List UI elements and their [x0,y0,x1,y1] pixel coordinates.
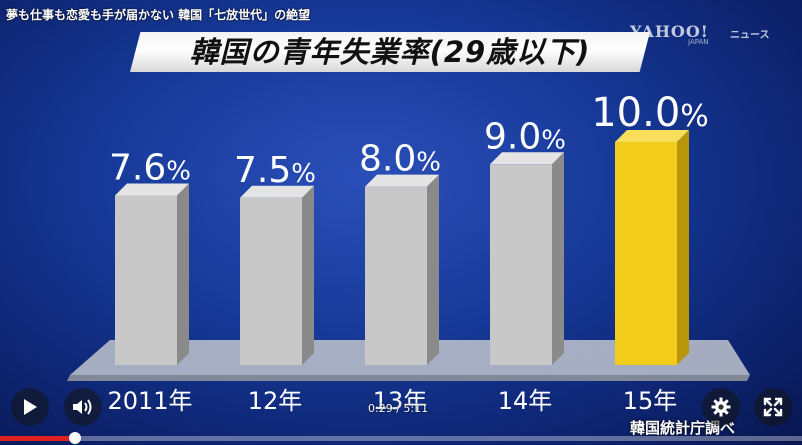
bar-side [552,152,564,365]
volume-icon [73,399,92,415]
bar-top [615,130,689,142]
chart-floor-edge [67,375,750,381]
chart-title: 韓国の青年失業率(29歳以下) [189,35,591,69]
chart-source: 韓国統計庁調べ [630,419,736,437]
category-label: 15年 [623,387,678,415]
bar-top [490,152,564,165]
bar-side [677,130,689,365]
bar-13年 [365,186,427,365]
brand-news: ニュース [730,30,770,41]
bar-top [240,185,314,198]
brand-sub: JAPAN [688,38,709,46]
value-label: 8.0% [359,139,441,180]
play-icon [24,399,37,415]
gear-icon [711,397,731,417]
value-label: 7.6% [109,148,191,189]
bar-14年 [490,164,552,365]
bar-side [302,185,314,365]
time-separator: / [396,402,400,415]
bars-group: 7.6% 2011年 7.5% 12年 8.0% 13年 9.0% 14年 10.0% 15年 [107,90,708,415]
category-label: 12年 [248,387,303,415]
bar-top [365,174,439,187]
category-label: 14年 [498,387,553,415]
bar-15年 [615,142,677,365]
progress-fill [0,436,75,441]
bar-side [177,183,189,365]
category-label: 13年 [373,387,428,415]
value-label: 7.5% [234,150,316,191]
category-label: 2011年 [107,387,192,415]
settings-button[interactable] [702,388,740,426]
fullscreen-icon [763,397,783,417]
value-label: 9.0% [484,116,566,157]
chart-title-banner [130,32,650,72]
brand-logo: YAHOO! [630,22,709,41]
bar-12年 [240,197,302,365]
play-button[interactable] [11,388,49,426]
time-total: 5:11 [403,402,429,415]
progress-handle[interactable] [68,432,81,444]
fullscreen-button[interactable] [754,388,792,426]
volume-button[interactable] [64,388,102,426]
video-title: 夢も仕事も恋愛も手が届かない 韓国「七放世代」の絶望 [6,8,311,22]
value-label: 10.0% [591,90,709,136]
time-current: 0:29 [368,402,393,415]
bar-2011年 [115,195,177,365]
time-display: 0:29 / 5:11 [368,402,428,415]
bar-top [115,183,189,196]
progress-bar[interactable] [0,432,802,444]
bar-side [427,174,439,365]
